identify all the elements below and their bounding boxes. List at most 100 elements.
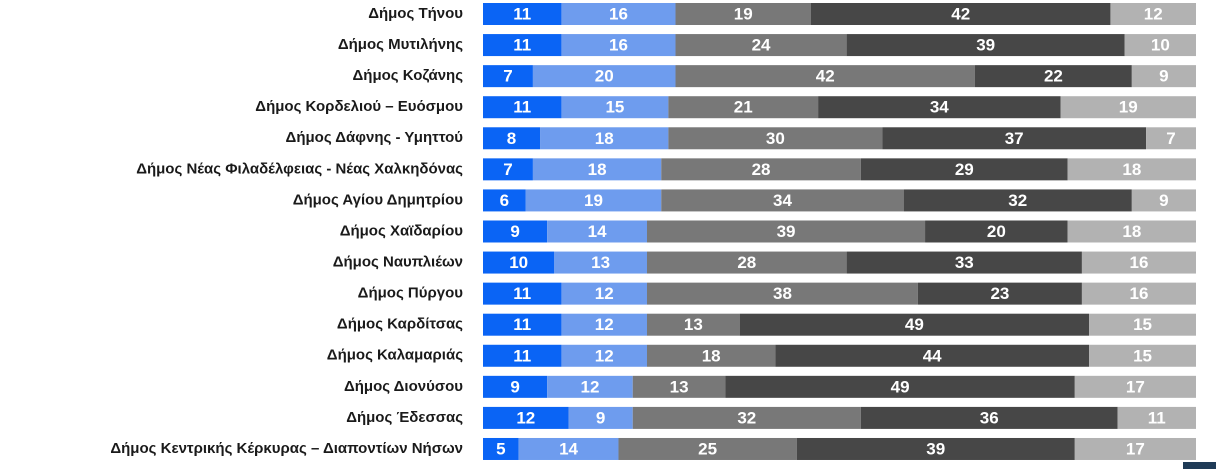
value-label: 18 (702, 346, 721, 365)
value-label: 12 (1144, 4, 1163, 23)
bar-segment (483, 375, 548, 398)
bar-segment (796, 437, 1075, 460)
bar-segment (561, 344, 647, 367)
value-label: 20 (987, 222, 1006, 241)
value-label: 42 (816, 67, 835, 86)
bar-segment (561, 34, 676, 57)
bar-segment (1124, 34, 1196, 57)
bar-segment (561, 3, 676, 25)
value-label: 32 (737, 408, 756, 427)
value-label: 39 (926, 439, 945, 458)
bar-segment (675, 3, 811, 25)
category-label: Δήμος Καλαμαριάς (327, 347, 463, 364)
value-label: 12 (595, 315, 614, 334)
category-label: Δήμος Χαϊδαρίου (340, 222, 464, 239)
bar-segment (554, 251, 647, 274)
value-label: 16 (609, 4, 628, 23)
bar-segment (525, 189, 662, 212)
bar-segment (818, 96, 1061, 119)
bar-segment (532, 65, 676, 88)
bar-segment (1081, 251, 1196, 274)
bar-segment (632, 406, 861, 429)
value-label: 19 (1119, 98, 1138, 117)
bar-segment (483, 313, 562, 336)
bar-segment (561, 96, 669, 119)
bar-segment (1089, 313, 1196, 336)
category-label: Δήμος Μυτιλήνης (338, 36, 463, 53)
value-label: 13 (591, 253, 610, 272)
value-label: 16 (1129, 253, 1148, 272)
value-label: 22 (1044, 67, 1063, 86)
bar-segment (561, 313, 647, 336)
bar-segment (668, 127, 883, 150)
value-label: 18 (1122, 222, 1141, 241)
decoration (1183, 462, 1216, 469)
bar-segment (547, 375, 633, 398)
value-label: 19 (584, 191, 603, 210)
value-label: 9 (596, 408, 605, 427)
value-label: 12 (516, 408, 535, 427)
bar-segment (974, 65, 1132, 88)
bar-segment (518, 437, 619, 460)
value-label: 8 (507, 129, 516, 148)
value-label: 49 (891, 377, 910, 396)
bar-segment (810, 3, 1111, 25)
value-label: 44 (923, 346, 942, 365)
bar-segment (668, 96, 819, 119)
value-label: 11 (513, 98, 531, 117)
bar-segment (1131, 65, 1196, 88)
bar-segment (1081, 282, 1196, 305)
value-label: 33 (955, 253, 974, 272)
bar-segment (646, 344, 776, 367)
bar-segment (483, 189, 526, 212)
value-label: 9 (1159, 191, 1168, 210)
value-label: 9 (510, 377, 519, 396)
category-label: Δήμος Δάφνης - Υμηττού (286, 129, 464, 146)
bar-segment (1074, 375, 1196, 398)
bar-segment (1074, 437, 1196, 460)
bar-segment (860, 406, 1118, 429)
value-label: 36 (980, 408, 999, 427)
bar-segment (860, 158, 1068, 181)
value-label: 14 (588, 222, 607, 241)
value-label: 9 (1159, 67, 1168, 86)
bar-segment (618, 437, 797, 460)
bar-segment (561, 282, 647, 305)
bar-segment (1089, 344, 1196, 367)
bar-segment (882, 127, 1147, 150)
bar-segment (483, 3, 562, 25)
bar-segment (675, 34, 847, 57)
bar-segment (661, 189, 904, 212)
value-label: 20 (595, 67, 614, 86)
bar-segment (646, 220, 926, 243)
value-label: 28 (752, 160, 771, 179)
category-label: Δήμος Κεντρικής Κέρκυρας – Διαποντίων Νή… (110, 440, 463, 457)
bar-segment (483, 65, 533, 88)
bar-segment (675, 65, 975, 88)
value-label: 18 (595, 129, 614, 148)
bar-segment (568, 406, 633, 429)
value-label: 7 (503, 160, 512, 179)
bar-segment (483, 406, 569, 429)
value-label: 38 (773, 284, 792, 303)
bar-segment (646, 282, 918, 305)
value-label: 11 (513, 346, 531, 365)
value-label: 13 (670, 377, 689, 396)
value-label: 12 (595, 284, 614, 303)
bar-segment (483, 251, 555, 274)
bar-segment (775, 344, 1090, 367)
bar-segment (1067, 220, 1196, 243)
category-label: Δήμος Κορδελιού – Ευόσμου (255, 98, 463, 115)
category-label: Δήμος Καρδίτσας (337, 316, 463, 333)
bar-segment (1060, 96, 1196, 119)
value-label: 39 (976, 36, 995, 55)
bar-segment (483, 158, 533, 181)
value-label: 49 (905, 315, 924, 334)
value-label: 17 (1126, 439, 1145, 458)
value-label: 18 (1122, 160, 1141, 179)
bar-segment (540, 127, 669, 150)
bar-segment (925, 220, 1068, 243)
value-label: 11 (513, 36, 531, 55)
value-label: 37 (1005, 129, 1024, 148)
